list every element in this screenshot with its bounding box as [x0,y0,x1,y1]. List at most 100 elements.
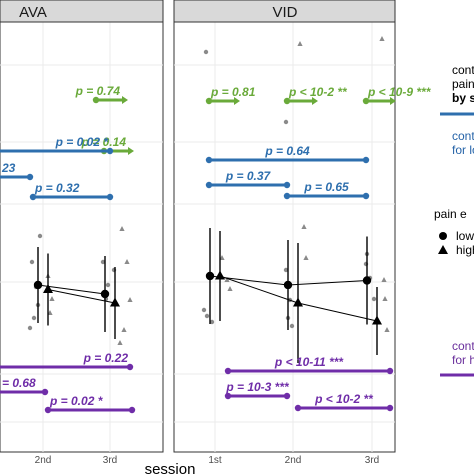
comparison-vid-2-label: p < 10-9 *** [367,85,432,99]
comparison-ava-1-label: p = 0.14 [81,135,127,149]
raw-point-vid-22 [381,277,387,282]
annotation-session-line2: pain [452,77,474,91]
raw-point-ava-16 [121,327,127,332]
annotation-low-line2: for lo [452,143,474,157]
raw-point-ava-15 [127,297,133,302]
comparison-vid-6-start [224,367,232,375]
strip-vid [173,0,396,23]
comparison-vid-5-label: p = 0.65 [303,180,349,194]
raw-point-ava-17 [117,340,123,345]
comparison-ava-7-label: p = 0.02 * [49,394,104,408]
comparison-vid-2-arrow [390,97,396,105]
comparison-vid-4-label: p = 0.37 [225,169,272,183]
comparison-vid-0-start [205,97,213,105]
raw-point-vid-20 [382,296,388,301]
mean-point-vid-high-1 [293,297,303,307]
comparison-ava-6-end [41,388,49,396]
mean-line-ava-high [47,289,116,304]
legend-low-label: low [456,229,474,243]
comparison-ava-0-label: p = 0.74 [75,84,121,98]
x-tick-vid-3rd: 3rd [365,455,379,466]
comparison-vid-3-end [362,156,370,164]
raw-point-vid-14 [303,255,309,260]
mean-point-ava-high-1 [110,297,120,307]
comparison-vid-0-label: p = 0.81 [210,85,256,99]
annotation-session-line3: by se [452,91,474,105]
x-axis-title: session [145,461,196,474]
gridlines [0,22,395,452]
annotation-high-line1: contr [452,339,474,353]
raw-point-vid-3 [201,307,207,313]
mean-point-ava-low-1 [100,289,110,299]
raw-point-vid-12 [297,41,303,46]
raw-point-ava-5 [49,296,55,301]
comparison-vid-0-arrow [234,97,240,105]
comparison-vid-1-label: p < 10-2 ** [288,85,348,99]
comparison-vid-1-arrow [312,97,318,105]
raw-point-ava-9 [100,259,106,265]
raw-point-vid-11 [283,267,289,273]
raw-point-vid-1 [204,313,210,319]
raw-point-vid-6 [224,277,230,282]
mean-point-vid-high-2 [372,315,382,325]
comparison-ava-4-label: p = 0.32 [34,181,80,195]
comparison-ava-3-label: 23 [1,161,16,175]
comparison-ava-4-end [106,193,114,201]
raw-point-vid-10 [289,323,295,329]
comparison-vid-7-label: p = 10-3 *** [225,380,290,394]
mean-point-ava-high-0 [43,284,53,293]
raw-point-vid-2 [209,319,215,325]
comparison-ava-3-end [26,173,34,181]
panel-vid-background [173,21,396,453]
comparison-ava-6-label: = 0.68 [2,376,36,390]
right-annotations: contr pain by se contr for lo pain e low… [434,63,474,377]
strip-title-vid: VID [272,4,297,21]
comparison-ava-7-start [44,406,52,414]
mean-point-vid-low-1 [283,280,293,290]
raw-point-vid-13 [301,224,307,229]
panel-ava-background [0,21,164,453]
comparison-vid-7-start [224,392,232,400]
strip-ava [0,0,164,23]
raw-point-vid-7 [283,119,289,125]
raw-point-ava-2 [31,315,37,321]
comparison-vid-3-label: p = 0.64 [264,144,310,158]
comparison-ava-2-end [106,147,114,155]
comparison-vid-8-label: p < 10-2 ** [314,392,374,406]
x-tick-vid-2nd: 2nd [285,455,302,466]
raw-point-vid-19 [379,36,385,41]
annotation-high-line2: for h [452,353,474,367]
comparison-ava-0-arrow [122,96,128,104]
legend-title: pain e [434,207,467,221]
comparison-ava-2-label: p = 0.02 * [55,135,110,149]
comparison-vid-8-start [294,404,302,412]
annotation-session-line1: contr [452,63,474,77]
x-tick-ava-3rd: 3rd [103,455,117,466]
comparison-vid-5-start [283,192,291,200]
raw-point-vid-5 [227,286,233,291]
raw-point-ava-8 [37,233,43,239]
comparison-vid-1-start [283,97,291,105]
comparison-ava-4-start [29,193,37,201]
mean-point-vid-low-2 [362,276,372,285]
raw-point-vid-21 [384,327,390,332]
x-tick-ava-2nd: 2nd [35,455,52,466]
x-tick-vid-1st: 1st [208,455,222,466]
legend-low-symbol [439,232,447,240]
raw-point-ava-0 [29,259,35,265]
comparison-vid-4-end [283,181,291,189]
mean-point-ava-low-0 [33,280,43,290]
strip-title-ava: AVA [19,4,47,21]
comparison-ava-7-end [128,406,136,414]
comparison-ava-0-start [92,96,100,104]
mean-point-vid-high-0 [215,270,225,280]
comparison-ava-5-end [126,363,134,371]
comparison-vid-7-end [283,392,291,400]
comparison-ava-1-arrow [128,147,134,155]
raw-point-vid-17 [371,296,377,302]
annotation-low-line1: contr [452,129,474,143]
comparison-vid-6-end [386,367,394,375]
legend-high-label: high [456,243,474,257]
mean-point-vid-low-0 [205,271,215,281]
comparison-vid-5-end [362,192,370,200]
